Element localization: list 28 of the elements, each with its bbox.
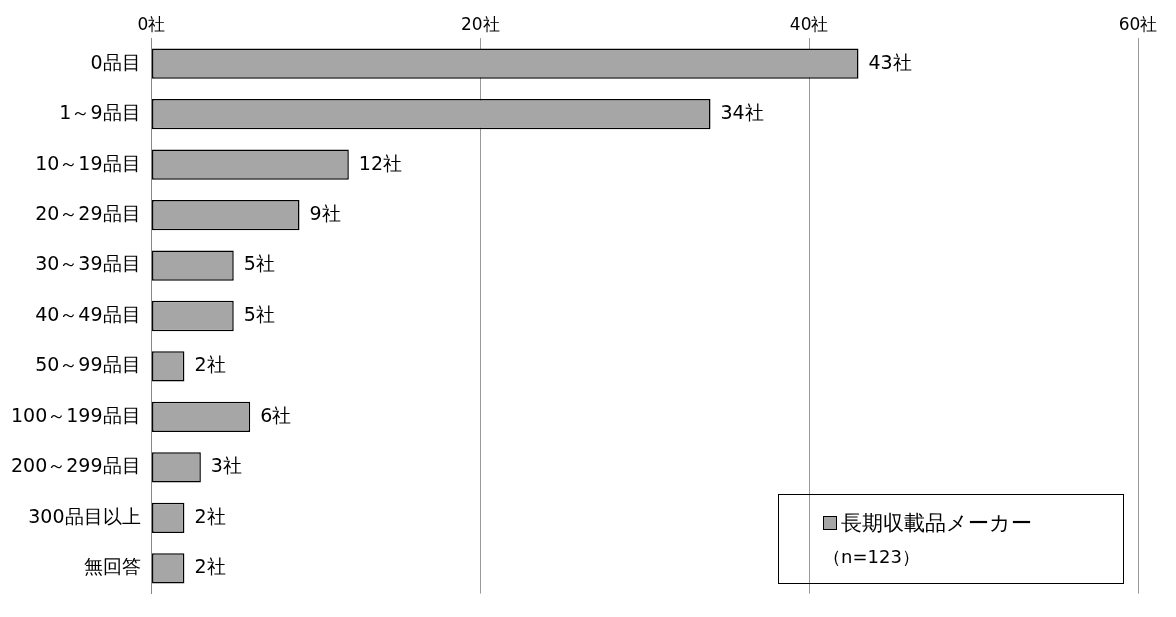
y-tick-label: 20～29品目 <box>35 201 141 224</box>
x-tick-label: 40社 <box>789 13 829 34</box>
x-tick-label: 20社 <box>461 13 500 34</box>
annotation: （n=123） <box>823 544 921 569</box>
y-tick-label: 10～19品目 <box>35 151 141 174</box>
x-tick-label: 60社 <box>1118 13 1158 34</box>
legend-label: 長期収載品メーカー <box>841 509 1032 537</box>
data-label: 12社 <box>358 151 403 174</box>
data-label: 2社 <box>194 555 226 578</box>
y-tick-label: 0品目 <box>90 50 141 73</box>
data-label: 2社 <box>194 353 226 376</box>
data-label: 5社 <box>243 302 275 325</box>
x-tick-label: 0社 <box>137 13 166 34</box>
data-label: 9社 <box>309 201 341 224</box>
y-tick-label: 100～199品目 <box>11 403 141 426</box>
y-tick-label: 300品目以上 <box>28 504 141 527</box>
data-label: 5社 <box>243 252 275 275</box>
data-label: 2社 <box>194 504 226 527</box>
data-label: 6社 <box>260 403 292 426</box>
y-tick-label: 40～49品目 <box>35 302 141 325</box>
data-label: 3社 <box>210 454 242 477</box>
y-tick-label: 50～99品目 <box>35 353 141 376</box>
y-tick-label: 30～39品目 <box>35 252 141 275</box>
y-tick-label: 200～299品目 <box>11 454 141 477</box>
y-tick-label: 1～9品目 <box>59 101 141 124</box>
y-tick-label: 無回答 <box>83 555 141 578</box>
data-label: 43社 <box>868 50 912 73</box>
data-label: 34社 <box>720 101 764 124</box>
